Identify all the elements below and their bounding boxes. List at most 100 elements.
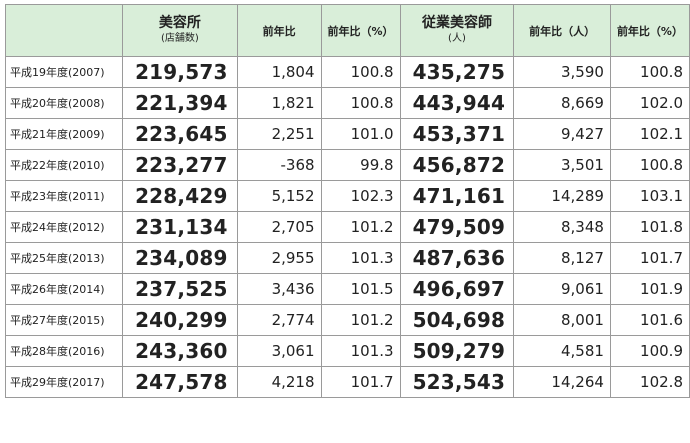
stylists-yoy-cell: 4,581 <box>513 335 611 367</box>
salons-pct-cell: 101.7 <box>320 366 401 398</box>
stylists-yoy-cell: 9,427 <box>513 118 611 150</box>
stylists-pct-cell: 102.0 <box>609 87 690 119</box>
table-row: 平成19年度(2007) 219,573 1,804 100.8 435,275… <box>4 56 690 88</box>
salons-cell: 219,573 <box>122 56 238 88</box>
salons-cell: 237,525 <box>122 273 238 305</box>
salons-yoy-cell: 4,218 <box>236 366 322 398</box>
salons-cell: 228,429 <box>122 180 238 212</box>
salons-pct-cell: 101.2 <box>320 304 401 336</box>
year-cell: 平成19年度(2007) <box>4 56 124 88</box>
salons-pct-cell: 101.0 <box>320 118 401 150</box>
stylists-yoy-cell: 9,061 <box>513 273 611 305</box>
year-cell: 平成28年度(2016) <box>4 335 124 367</box>
stylists-cell: 504,698 <box>399 304 515 336</box>
salons-pct-cell: 101.3 <box>320 335 401 367</box>
salons-pct-cell: 101.5 <box>320 273 401 305</box>
table-row: 平成22年度(2010) 223,277 -368 99.8 456,872 3… <box>4 149 690 181</box>
stylists-cell: 443,944 <box>399 87 515 119</box>
salons-yoy-cell: 2,705 <box>236 211 322 243</box>
header-blank <box>4 4 124 57</box>
header-salons-pct: 前年比（%） <box>320 4 401 57</box>
year-cell: 平成29年度(2017) <box>4 366 124 398</box>
stylists-pct-cell: 103.1 <box>609 180 690 212</box>
stylists-cell: 456,872 <box>399 149 515 181</box>
salons-pct-cell: 99.8 <box>320 149 401 181</box>
table-row: 平成20年度(2008) 221,394 1,821 100.8 443,944… <box>4 87 690 119</box>
salons-pct-cell: 100.8 <box>320 56 401 88</box>
table-row: 平成23年度(2011) 228,429 5,152 102.3 471,161… <box>4 180 690 212</box>
salons-pct-cell: 100.8 <box>320 87 401 119</box>
salons-cell: 240,299 <box>122 304 238 336</box>
year-cell: 平成23年度(2011) <box>4 180 124 212</box>
salons-yoy-cell: 2,251 <box>236 118 322 150</box>
table-row: 平成21年度(2009) 223,645 2,251 101.0 453,371… <box>4 118 690 150</box>
salons-cell: 231,134 <box>122 211 238 243</box>
salons-cell: 223,645 <box>122 118 238 150</box>
year-cell: 平成21年度(2009) <box>4 118 124 150</box>
stylists-cell: 479,509 <box>399 211 515 243</box>
header-salons: 美容所 (店舗数) <box>122 4 238 57</box>
stylists-pct-cell: 101.7 <box>609 242 690 274</box>
stylists-yoy-cell: 8,669 <box>513 87 611 119</box>
stylists-cell: 509,279 <box>399 335 515 367</box>
year-cell: 平成20年度(2008) <box>4 87 124 119</box>
stylists-yoy-cell: 3,501 <box>513 149 611 181</box>
salons-yoy-cell: 3,061 <box>236 335 322 367</box>
table-row: 平成24年度(2012) 231,134 2,705 101.2 479,509… <box>4 211 690 243</box>
stylists-cell: 453,371 <box>399 118 515 150</box>
salons-yoy-cell: 3,436 <box>236 273 322 305</box>
stylists-pct-cell: 100.8 <box>609 56 690 88</box>
salons-cell: 234,089 <box>122 242 238 274</box>
table-row: 平成27年度(2015) 240,299 2,774 101.2 504,698… <box>4 304 690 336</box>
salons-yoy-cell: 1,804 <box>236 56 322 88</box>
year-cell: 平成22年度(2010) <box>4 149 124 181</box>
stylists-yoy-cell: 14,264 <box>513 366 611 398</box>
stylists-pct-cell: 100.8 <box>609 149 690 181</box>
salons-pct-cell: 101.2 <box>320 211 401 243</box>
year-cell: 平成27年度(2015) <box>4 304 124 336</box>
salons-cell: 247,578 <box>122 366 238 398</box>
header-salons-label: 美容所 <box>158 15 201 31</box>
salons-cell: 223,277 <box>122 149 238 181</box>
header-salons-yoy: 前年比 <box>236 4 322 57</box>
salons-yoy-cell: 1,821 <box>236 87 322 119</box>
header-row: 美容所 (店舗数) 前年比 前年比（%） 従業美容師 (人) 前年比（人） 前年… <box>4 4 690 57</box>
year-cell: 平成26年度(2014) <box>4 273 124 305</box>
stylists-yoy-cell: 3,590 <box>513 56 611 88</box>
table-row: 平成25年度(2013) 234,089 2,955 101.3 487,636… <box>4 242 690 274</box>
header-stylists-pct: 前年比（%） <box>609 4 690 57</box>
salons-cell: 221,394 <box>122 87 238 119</box>
year-cell: 平成25年度(2013) <box>4 242 124 274</box>
stylists-cell: 471,161 <box>399 180 515 212</box>
header-stylists: 従業美容師 (人) <box>399 4 515 57</box>
stylists-pct-cell: 102.8 <box>609 366 690 398</box>
stylists-yoy-cell: 14,289 <box>513 180 611 212</box>
salons-yoy-cell: -368 <box>236 149 322 181</box>
stylists-yoy-cell: 8,348 <box>513 211 611 243</box>
salons-cell: 243,360 <box>122 335 238 367</box>
table-row: 平成26年度(2014) 237,525 3,436 101.5 496,697… <box>4 273 690 305</box>
salons-yoy-cell: 2,774 <box>236 304 322 336</box>
stylists-pct-cell: 101.8 <box>609 211 690 243</box>
stylists-cell: 523,543 <box>399 366 515 398</box>
header-salons-sub: (店舗数) <box>161 33 199 44</box>
salons-pct-cell: 102.3 <box>320 180 401 212</box>
stylists-yoy-cell: 8,127 <box>513 242 611 274</box>
salons-pct-cell: 101.3 <box>320 242 401 274</box>
salon-statistics-table: 美容所 (店舗数) 前年比 前年比（%） 従業美容師 (人) 前年比（人） 前年… <box>4 4 690 398</box>
header-stylists-yoy: 前年比（人） <box>513 4 611 57</box>
year-cell: 平成24年度(2012) <box>4 211 124 243</box>
stylists-pct-cell: 101.6 <box>609 304 690 336</box>
header-stylists-label: 従業美容師 <box>421 15 492 31</box>
stylists-cell: 496,697 <box>399 273 515 305</box>
header-stylists-sub: (人) <box>448 33 466 44</box>
stylists-yoy-cell: 8,001 <box>513 304 611 336</box>
stylists-pct-cell: 101.9 <box>609 273 690 305</box>
stylists-cell: 435,275 <box>399 56 515 88</box>
salons-yoy-cell: 2,955 <box>236 242 322 274</box>
table-row: 平成28年度(2016) 243,360 3,061 101.3 509,279… <box>4 335 690 367</box>
stylists-pct-cell: 102.1 <box>609 118 690 150</box>
salons-yoy-cell: 5,152 <box>236 180 322 212</box>
stylists-pct-cell: 100.9 <box>609 335 690 367</box>
stylists-cell: 487,636 <box>399 242 515 274</box>
